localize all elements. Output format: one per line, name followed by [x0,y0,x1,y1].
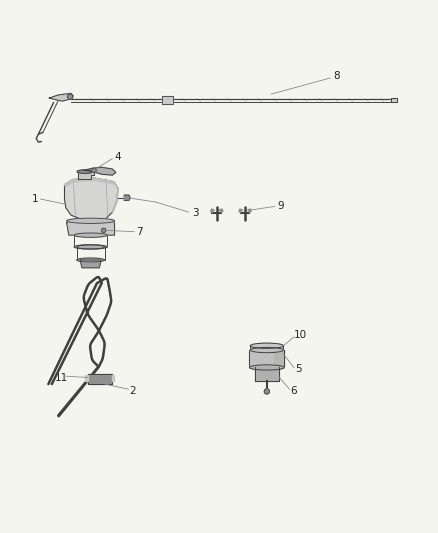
Circle shape [67,94,73,99]
Text: 9: 9 [278,201,284,212]
Polygon shape [124,195,130,200]
Polygon shape [49,93,73,101]
Text: 7: 7 [137,227,143,237]
Polygon shape [64,178,118,221]
Text: 1: 1 [32,194,38,204]
Ellipse shape [250,365,284,370]
Polygon shape [248,209,251,213]
Text: 5: 5 [295,364,301,374]
Ellipse shape [77,258,105,262]
Polygon shape [251,346,283,350]
Polygon shape [85,375,88,381]
Ellipse shape [251,348,283,353]
Circle shape [264,389,269,394]
Circle shape [92,168,96,173]
Polygon shape [88,374,112,384]
Polygon shape [250,350,284,367]
Polygon shape [211,209,214,213]
Polygon shape [239,209,243,213]
Polygon shape [391,98,397,102]
Ellipse shape [74,245,107,249]
Polygon shape [274,350,284,367]
Circle shape [102,228,106,232]
Ellipse shape [251,343,283,349]
Polygon shape [254,367,279,381]
Text: 11: 11 [55,373,68,383]
Text: 4: 4 [114,152,121,162]
Polygon shape [162,96,173,104]
Text: 6: 6 [290,386,297,397]
Ellipse shape [77,245,105,249]
Text: 3: 3 [192,208,198,219]
Text: 8: 8 [333,71,340,81]
Ellipse shape [74,233,107,237]
Polygon shape [78,172,94,180]
Polygon shape [64,178,114,187]
Text: 10: 10 [293,330,307,340]
Ellipse shape [67,218,115,223]
Polygon shape [84,167,116,175]
Polygon shape [112,375,114,381]
Polygon shape [67,221,115,235]
Polygon shape [219,209,223,213]
Polygon shape [80,260,101,268]
Ellipse shape [77,170,93,173]
Text: 2: 2 [130,386,136,397]
Polygon shape [113,182,118,213]
